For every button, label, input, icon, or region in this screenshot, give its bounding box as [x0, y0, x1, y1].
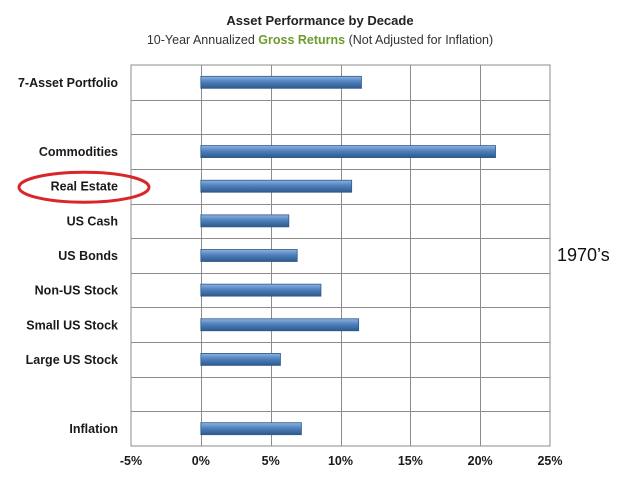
- subtitle-prefix: 10-Year Annualized: [146, 33, 259, 47]
- chart-subtitle: 10-Year Annualized Gross Returns (Not Ad…: [0, 33, 640, 47]
- bar: [200, 283, 322, 297]
- x-tick-label: 20%: [468, 454, 493, 468]
- category-label: US Bonds: [58, 249, 118, 263]
- bar: [200, 75, 362, 89]
- bar: [200, 353, 281, 366]
- bar: [200, 422, 302, 436]
- bar: [200, 214, 290, 228]
- category-label: US Cash: [67, 214, 118, 228]
- category-label: Inflation: [69, 422, 118, 436]
- subtitle-highlight: Gross Returns: [258, 33, 346, 47]
- category-label: Real Estate: [51, 180, 118, 194]
- x-tick-label: 25%: [537, 454, 562, 468]
- x-tick-label: 10%: [328, 454, 353, 468]
- bar: [200, 318, 360, 332]
- highlight-ring: [17, 170, 151, 204]
- category-label: Non-US Stock: [35, 284, 118, 298]
- chart-title: Asset Performance by Decade: [226, 13, 414, 28]
- x-tick-label: 15%: [398, 454, 423, 468]
- x-tick-label: 5%: [262, 454, 280, 468]
- plot-area: [130, 64, 551, 447]
- x-tick-label: 0%: [192, 454, 210, 468]
- subtitle-suffix: (Not Adjusted for Inflation): [345, 33, 494, 47]
- category-label: 7-Asset Portfolio: [18, 76, 118, 90]
- category-label: Large US Stock: [26, 353, 118, 367]
- x-tick-label: -5%: [120, 454, 142, 468]
- bar: [200, 249, 298, 262]
- category-label: Commodities: [39, 145, 118, 159]
- bar: [200, 145, 496, 158]
- bar: [200, 179, 353, 193]
- decade-label: 1970’s: [557, 245, 610, 265]
- category-label: Small US Stock: [26, 318, 118, 332]
